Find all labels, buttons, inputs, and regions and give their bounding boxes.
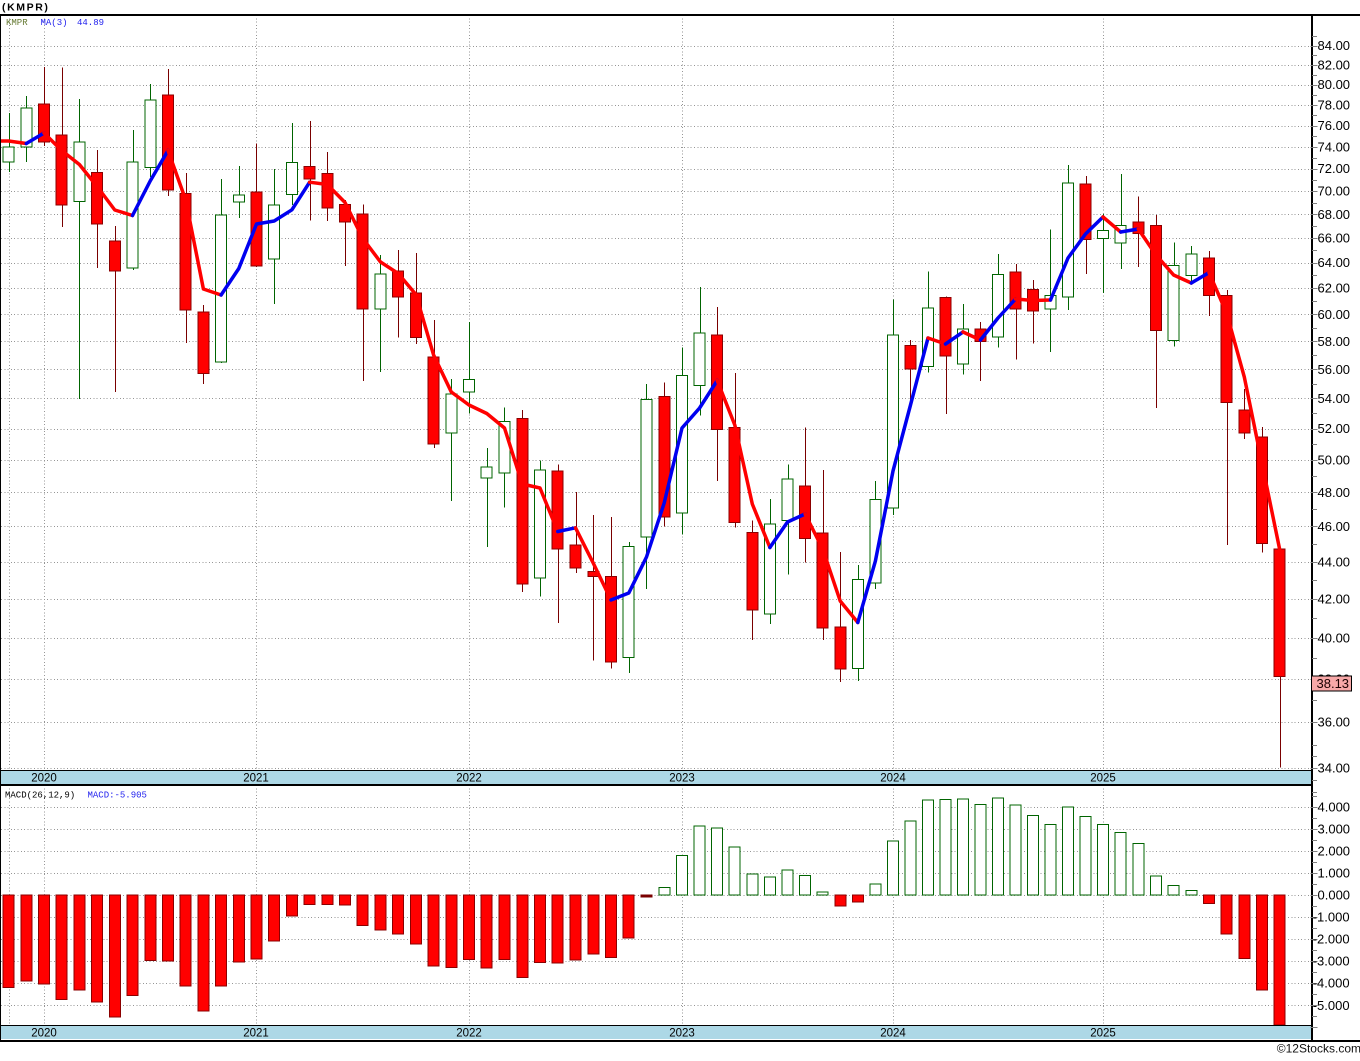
svg-text:84.00: 84.00: [1318, 38, 1351, 53]
svg-text:68.00: 68.00: [1318, 207, 1351, 222]
svg-text:64.00: 64.00: [1318, 255, 1351, 270]
svg-text:2020: 2020: [31, 773, 57, 785]
svg-text:38.13: 38.13: [1317, 676, 1350, 691]
svg-text:44.00: 44.00: [1318, 554, 1351, 569]
svg-text:MA(3): MA(3): [41, 18, 68, 28]
svg-text:54.00: 54.00: [1318, 391, 1351, 406]
svg-text:-4.000: -4.000: [1313, 976, 1350, 991]
svg-text:40.00: 40.00: [1318, 631, 1351, 646]
svg-text:(KMPR): (KMPR): [2, 2, 50, 14]
svg-text:2025: 2025: [1090, 1028, 1116, 1040]
svg-text:76.00: 76.00: [1318, 118, 1351, 133]
svg-text:-5.000: -5.000: [1313, 998, 1350, 1013]
svg-text:42.00: 42.00: [1318, 592, 1351, 607]
svg-text:56.00: 56.00: [1318, 362, 1351, 377]
svg-text:-2.000: -2.000: [1313, 932, 1350, 947]
svg-text:78.00: 78.00: [1318, 97, 1351, 112]
svg-text:66.00: 66.00: [1318, 231, 1351, 246]
svg-text:2023: 2023: [669, 773, 695, 785]
svg-text:©12Stocks.com: ©12Stocks.com: [1277, 1042, 1360, 1056]
svg-text:34.00: 34.00: [1318, 760, 1351, 775]
svg-text:36.00: 36.00: [1318, 715, 1351, 730]
svg-text:KMPR: KMPR: [6, 18, 28, 28]
svg-text:50.00: 50.00: [1318, 452, 1351, 467]
svg-text:MACD:-5.905: MACD:-5.905: [88, 791, 147, 801]
svg-text:MACD(26,12,9): MACD(26,12,9): [5, 791, 75, 801]
svg-text:3.000: 3.000: [1318, 821, 1351, 836]
svg-text:2023: 2023: [669, 1028, 695, 1040]
svg-text:62.00: 62.00: [1318, 281, 1351, 296]
svg-text:80.00: 80.00: [1318, 77, 1351, 92]
svg-text:74.00: 74.00: [1318, 139, 1351, 154]
svg-text:52.00: 52.00: [1318, 421, 1351, 436]
svg-text:1.000: 1.000: [1318, 865, 1351, 880]
svg-text:58.00: 58.00: [1318, 334, 1351, 349]
svg-text:48.00: 48.00: [1318, 485, 1351, 500]
svg-text:2024: 2024: [880, 773, 906, 785]
svg-text:2.000: 2.000: [1318, 843, 1351, 858]
svg-text:0.000: 0.000: [1318, 888, 1351, 903]
svg-text:4.000: 4.000: [1318, 799, 1351, 814]
svg-text:46.00: 46.00: [1318, 519, 1351, 534]
svg-text:72.00: 72.00: [1318, 161, 1351, 176]
svg-text:2024: 2024: [880, 1028, 906, 1040]
svg-text:2022: 2022: [456, 773, 482, 785]
svg-text:2020: 2020: [31, 1028, 57, 1040]
svg-text:70.00: 70.00: [1318, 184, 1351, 199]
svg-text:44.89: 44.89: [77, 18, 104, 28]
svg-text:2021: 2021: [243, 773, 269, 785]
svg-text:2021: 2021: [243, 1028, 269, 1040]
svg-text:-3.000: -3.000: [1313, 954, 1350, 969]
svg-text:-1.000: -1.000: [1313, 910, 1350, 925]
svg-text:60.00: 60.00: [1318, 307, 1351, 322]
svg-text:2025: 2025: [1090, 773, 1116, 785]
svg-text:2022: 2022: [456, 1028, 482, 1040]
svg-text:82.00: 82.00: [1318, 57, 1351, 72]
